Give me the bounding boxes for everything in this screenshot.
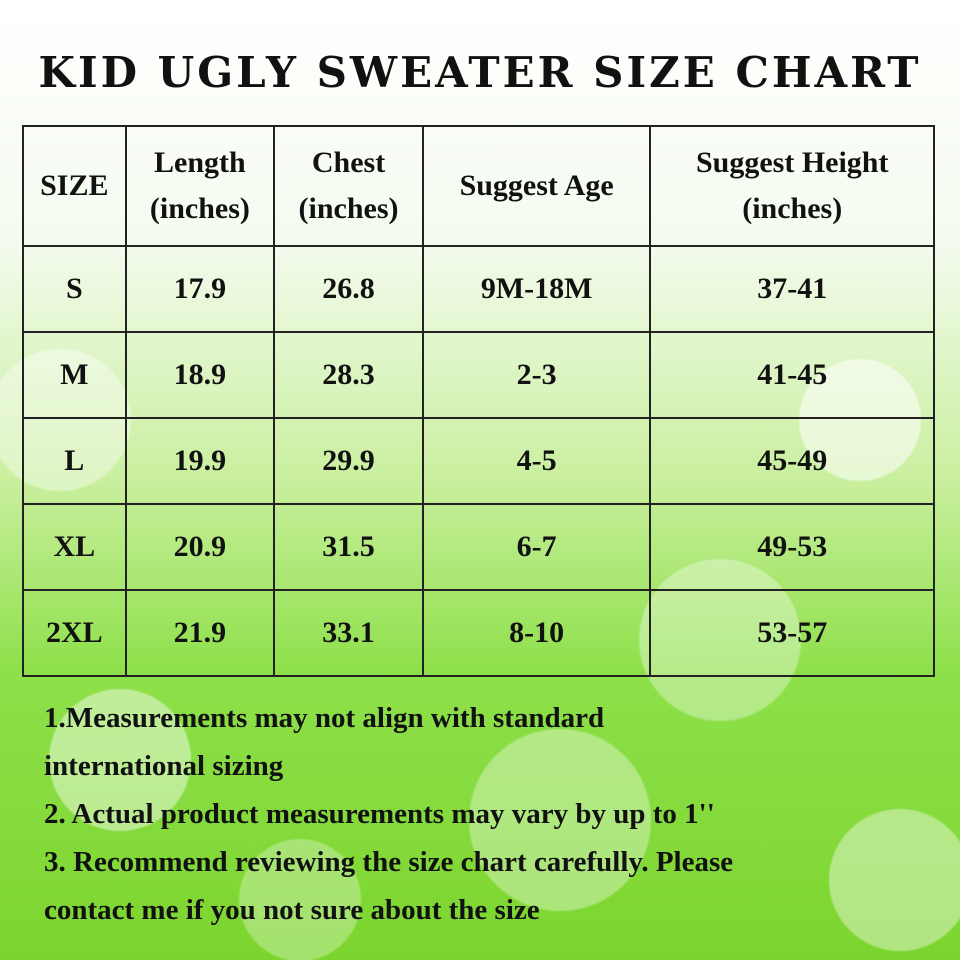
- table-cell: 18.9: [124, 331, 276, 419]
- table-row: M 18.9 28.3 2-3 41-45: [22, 331, 935, 419]
- column-header-line: SIZE: [40, 169, 109, 202]
- table-cell: 19.9: [124, 417, 276, 505]
- notes: 1.Measurements may not align with standa…: [44, 694, 944, 934]
- table-cell: 29.9: [273, 417, 424, 505]
- table-cell: XL: [22, 503, 127, 591]
- table-row: XL 20.9 31.5 6-7 49-53: [22, 503, 935, 591]
- table-cell: 45-49: [649, 417, 935, 505]
- table-row: S 17.9 26.8 9M-18M 37-41: [22, 245, 935, 333]
- table-cell: 6-7: [421, 503, 652, 591]
- column-header: Suggest Height (inches): [649, 125, 935, 247]
- column-header-line: Chest: [311, 146, 386, 179]
- table-cell: 28.3: [273, 331, 424, 419]
- table-cell: L: [22, 417, 127, 505]
- table-cell: S: [22, 245, 127, 333]
- table-row: L 19.9 29.9 4-5 45-49: [22, 417, 935, 505]
- column-header: Chest (inches): [273, 125, 424, 247]
- table-cell: 26.8: [273, 245, 424, 333]
- column-header-line: Suggest Height: [695, 146, 889, 179]
- table-cell: 9M-18M: [421, 245, 652, 333]
- table-header-row: SIZE Length (inches) Chest (inches) Suggest A…: [22, 125, 935, 247]
- table-row: 2XL 21.9 33.1 8-10 53-57: [22, 589, 935, 677]
- note-line: contact me if you not sure about the siz…: [44, 894, 540, 926]
- column-header-line: (inches): [298, 192, 399, 225]
- column-header-line: Suggest Age: [459, 169, 614, 202]
- table-cell: 37-41: [649, 245, 935, 333]
- table-cell: 2XL: [22, 589, 127, 677]
- column-header-line: (inches): [149, 192, 250, 225]
- column-header: Suggest Age: [421, 125, 652, 247]
- table-cell: M: [22, 331, 127, 419]
- table-cell: 33.1: [273, 589, 424, 677]
- table-cell: 31.5: [273, 503, 424, 591]
- page-title: KID UGLY SWEATER SIZE CHART: [38, 48, 922, 97]
- table-cell: 21.9: [124, 589, 276, 677]
- note-line: 1.Measurements may not align with standa…: [44, 702, 605, 734]
- size-chart-table: SIZE Length (inches) Chest (inches) Suggest A…: [22, 125, 935, 677]
- column-header: SIZE: [22, 125, 127, 247]
- table-cell: 49-53: [649, 503, 935, 591]
- column-header-line: (inches): [742, 192, 843, 225]
- table-cell: 53-57: [649, 589, 935, 677]
- column-header: Length (inches): [124, 125, 276, 247]
- table-cell: 8-10: [421, 589, 652, 677]
- table-cell: 4-5: [421, 417, 652, 505]
- table-cell: 41-45: [649, 331, 935, 419]
- note-line: international sizing: [44, 750, 284, 782]
- table-cell: 17.9: [124, 245, 276, 333]
- table-cell: 2-3: [421, 331, 652, 419]
- note-line: 2. Actual product measurements may vary …: [44, 798, 715, 830]
- note-line: 3. Recommend reviewing the size chart ca…: [44, 846, 734, 878]
- table-cell: 20.9: [124, 503, 276, 591]
- column-header-line: Length: [154, 146, 246, 179]
